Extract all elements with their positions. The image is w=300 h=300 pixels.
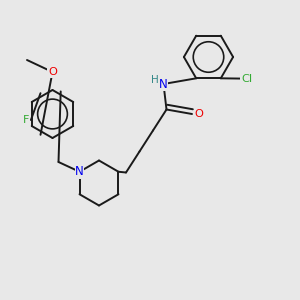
Text: Cl: Cl (241, 74, 252, 84)
Text: O: O (194, 109, 203, 119)
Text: H: H (151, 75, 159, 85)
Text: N: N (75, 165, 84, 178)
Text: O: O (48, 67, 57, 77)
Text: F: F (23, 115, 30, 125)
Text: N: N (159, 77, 168, 91)
